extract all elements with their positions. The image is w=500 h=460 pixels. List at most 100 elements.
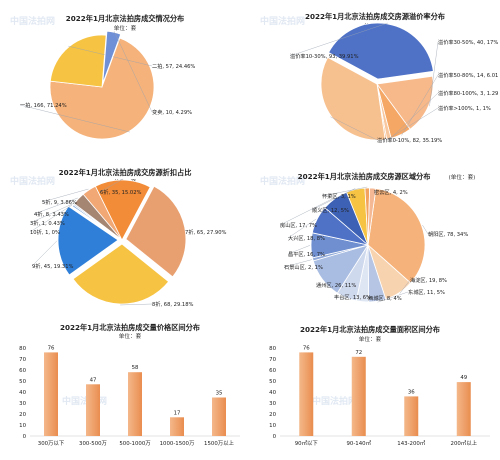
- bar: [299, 352, 314, 436]
- slice-label: 怀柔区, 3, 1%: [322, 192, 356, 200]
- bar-group: 58 500-1000万: [119, 365, 151, 447]
- slice-label: 7折, 65, 27.90%: [185, 228, 227, 236]
- bar-value-label: 58: [132, 365, 139, 371]
- chart-unit: 单位：套: [119, 332, 142, 340]
- pie-chart-svg: 中国法拍网 2022年1月北京法拍房成交房源溢价率分布 单位：套 溢价率30-5…: [260, 12, 498, 144]
- leader-line: [289, 22, 388, 57]
- bar-value-label: 35: [216, 391, 223, 397]
- chart-unit: (单位：套): [449, 173, 476, 181]
- chart-panel-1: 中国法拍网 2022年1月北京法拍房成交情况分布 单位：套 一拍, 166, 7…: [2, 2, 248, 152]
- slice-label: 5折, 9, 3.86%: [42, 198, 77, 206]
- chart-unit: 单位：套: [359, 335, 382, 343]
- leader-line: [399, 279, 411, 294]
- slice-label: 通州区, 26, 11%: [316, 281, 356, 289]
- slice-label: 二拍, 57, 24.46%: [152, 62, 195, 70]
- slice-label: 石景山区, 2, 1%: [284, 263, 323, 271]
- leader-line: [283, 259, 312, 268]
- chart-title: 2022年1月北京法拍房成交房源溢价率分布: [305, 12, 445, 21]
- bar-value-label: 76: [48, 345, 55, 351]
- leader-line: [287, 218, 317, 239]
- leader-line: [113, 31, 153, 113]
- pie-slice: [94, 179, 151, 241]
- pie-slice: [367, 188, 426, 284]
- slice-label: 溢价率30-50%, 40, 17%: [438, 38, 498, 46]
- bar-group: 36 143-200㎡: [397, 389, 426, 447]
- bar: [128, 372, 142, 436]
- leader-line: [311, 188, 356, 211]
- y-tick-label: 40: [19, 390, 26, 396]
- slice-label: 昌平区, 16, 7%: [288, 251, 325, 258]
- pie-chart-svg: 中国法拍网 2022年1月北京法拍房成交情况分布 单位：套 一拍, 166, 7…: [10, 14, 195, 140]
- slice-label: 6折, 35, 15.02%: [100, 188, 142, 196]
- chart-panel-2: 中国法拍网 2022年1月北京法拍房成交房源溢价率分布 单位：套 溢价率30-5…: [252, 2, 498, 152]
- slice-label: 3折, 1, 0.43%: [30, 219, 65, 227]
- watermark: 中国法拍网: [62, 395, 107, 407]
- slice-label: 顺义区, 12, 5%: [312, 207, 349, 214]
- y-tick-label: 30: [19, 401, 26, 407]
- leader-line: [120, 303, 153, 306]
- bar-chart-svg: 中国法拍网 2022年1月北京法拍房成交量面积区间分布 单位：套 0 10 20 30…: [269, 325, 490, 447]
- bar-group: 76 90㎡以下: [295, 345, 319, 447]
- leader-line: [279, 197, 335, 226]
- bar-chart-svg: 中国法拍网 2022年1月北京法拍房成交量价格区间分布 单位：套 0 10 20 30…: [19, 323, 240, 448]
- leader-line: [287, 245, 311, 255]
- watermark: 中国法拍网: [260, 15, 305, 27]
- watermark: 中国法拍网: [312, 395, 357, 407]
- leader-line: [33, 197, 78, 215]
- slice-label: 10折, 1, 0%: [30, 228, 60, 236]
- y-tick-label: 0: [273, 434, 277, 440]
- watermark: 中国法拍网: [10, 175, 55, 187]
- bar: [351, 356, 366, 436]
- chart-unit: 单位：套: [114, 24, 137, 32]
- pie-chart-svg: 中国法拍网 2022年1月北京法拍房成交房源折扣占比 单位：套 7折, 65, …: [10, 168, 227, 308]
- pie-slice: [367, 187, 377, 246]
- y-tick-label: 20: [269, 412, 276, 418]
- bar-group: 76 300万以下: [38, 345, 65, 447]
- y-tick-label: 50: [19, 379, 26, 385]
- y-tick-label: 50: [269, 379, 276, 385]
- leader-line: [401, 74, 439, 136]
- y-tick-label: 60: [269, 368, 276, 374]
- chart-panel-4: 中国法拍网 2022年1月北京法拍房成交房源区域分布 (单位：套) 朝阳区, 7…: [252, 160, 498, 310]
- y-tick-label: 30: [269, 401, 276, 407]
- x-tick-label: 1000-1500万: [160, 440, 195, 447]
- bar-value-label: 72: [355, 350, 362, 356]
- chart-title: 2022年1月北京法拍房成交量价格区间分布: [60, 323, 200, 332]
- pie-slice: [320, 56, 386, 141]
- leader-line: [99, 178, 123, 193]
- bar-value-label: 47: [90, 377, 97, 383]
- slice-label: 东城区, 11, 5%: [408, 288, 445, 296]
- bar: [212, 397, 226, 436]
- pie-slice: [328, 22, 434, 80]
- chart-panel-5: 中国法拍网 2022年1月北京法拍房成交量价格区间分布 单位：套 0 10 20 30…: [2, 316, 248, 458]
- watermark: 中国法拍网: [10, 15, 55, 27]
- slice-label: 海淀区, 19, 8%: [410, 276, 447, 284]
- bar-group: 72 90-140㎡: [347, 350, 372, 447]
- bar-group: 49 200㎡以上: [451, 375, 478, 447]
- leader-line: [377, 291, 409, 303]
- slice-label: 变卖, 10, 4.29%: [152, 108, 192, 116]
- bar: [170, 417, 184, 436]
- leader-line: [41, 188, 89, 203]
- bar-group: 47 300-500万: [79, 377, 108, 447]
- y-tick-label: 70: [19, 357, 26, 363]
- leader-line: [31, 240, 58, 267]
- slice-label: 溢价率80-100%, 3, 1.29%: [438, 89, 498, 97]
- leader-line: [330, 116, 378, 141]
- chart-panel-3: 中国法拍网 2022年1月北京法拍房成交房源折扣占比 单位：套 7折, 65, …: [2, 160, 248, 310]
- slice-label: 一拍, 166, 71.24%: [20, 101, 67, 109]
- slice-label: 西城区, 8, 4%: [368, 295, 402, 302]
- bar-group: 35 1500万以上: [204, 391, 235, 448]
- leader-line: [29, 204, 73, 233]
- y-tick-label: 40: [269, 390, 276, 396]
- pie-slice: [57, 205, 119, 276]
- slice-label: 8折, 68, 29.18%: [152, 300, 194, 308]
- leader-line: [333, 296, 347, 299]
- chart-title: 2022年1月北京法拍房成交量面积区间分布: [300, 325, 440, 334]
- slice-label: 大兴区, 18, 8%: [288, 234, 325, 242]
- leader-line: [388, 92, 439, 140]
- leader-line: [422, 224, 429, 235]
- y-tick-label: 10: [269, 423, 276, 429]
- pie-slice: [49, 34, 107, 88]
- leader-line: [321, 186, 368, 197]
